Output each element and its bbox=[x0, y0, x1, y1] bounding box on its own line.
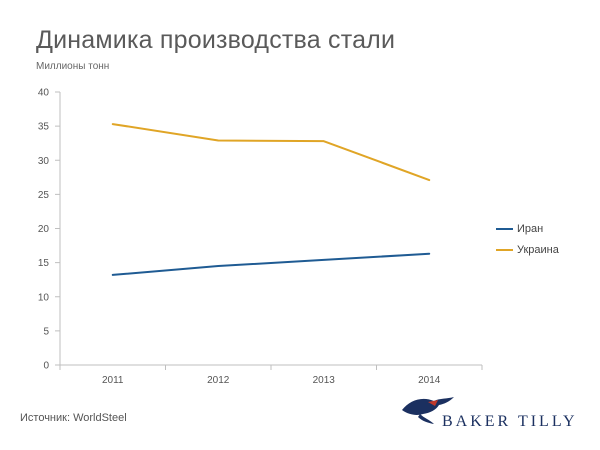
y-tick-label: 0 bbox=[43, 361, 49, 372]
x-tick-label: 2014 bbox=[418, 375, 441, 386]
legend-label-iran: Иран bbox=[517, 222, 544, 235]
y-tick-label: 5 bbox=[43, 326, 49, 337]
y-tick-label: 30 bbox=[38, 156, 50, 167]
series-line-iran bbox=[111, 252, 431, 276]
legend-item-ukraine: Украина bbox=[496, 239, 559, 260]
legend-swatch-ukraine bbox=[496, 248, 513, 251]
legend-label-ukraine: Украина bbox=[517, 243, 559, 256]
logo-text: BAKER TILLY bbox=[442, 413, 578, 430]
y-tick-label: 10 bbox=[38, 292, 50, 303]
legend-item-iran: Иран bbox=[496, 218, 559, 239]
y-tick-label: 40 bbox=[38, 88, 50, 99]
chart-title: Динамика производства стали bbox=[36, 26, 396, 54]
legend-swatch-iran bbox=[496, 227, 513, 230]
y-tick-label: 20 bbox=[38, 224, 50, 235]
x-tick-label: 2011 bbox=[102, 375, 124, 386]
series-line-ukraine bbox=[111, 123, 431, 182]
eagle-logo-icon bbox=[402, 397, 454, 424]
x-tick-label: 2012 bbox=[207, 375, 230, 386]
y-tick-label: 25 bbox=[38, 190, 50, 201]
legend: Иран Украина bbox=[496, 218, 559, 260]
baker-tilly-logo: BAKER TILLY bbox=[398, 392, 588, 438]
source-note: Источник: WorldSteel bbox=[20, 412, 127, 424]
chart-subtitle: Миллионы тонн bbox=[36, 61, 110, 72]
x-tick-label: 2013 bbox=[313, 375, 336, 386]
y-tick-label: 35 bbox=[38, 122, 50, 133]
y-tick-label: 15 bbox=[38, 258, 50, 269]
